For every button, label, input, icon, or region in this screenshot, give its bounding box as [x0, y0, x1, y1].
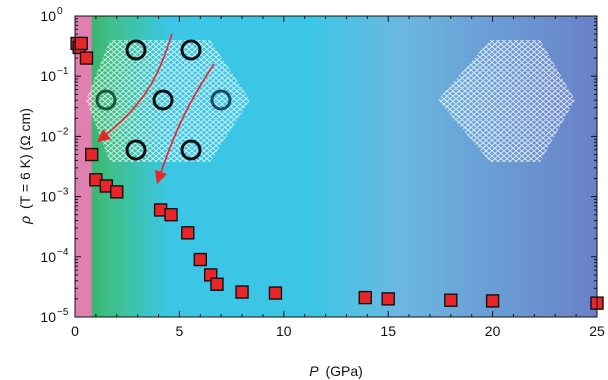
- y-axis-rest: (T = 6 K) (Ω cm): [17, 108, 33, 209]
- arrow-icon: [154, 63, 215, 185]
- y-tick-label: 10: [40, 8, 56, 24]
- x-tick-label: 15: [380, 323, 396, 339]
- molecule-icon: [125, 139, 147, 161]
- y-tick-label: 10: [40, 309, 56, 325]
- arrow-icon: [96, 33, 173, 142]
- molecule-icon: [95, 89, 117, 111]
- molecule-icon: [152, 89, 174, 111]
- y-tick-exponent: −4: [57, 247, 69, 258]
- x-axis-label: P (GPa): [309, 363, 363, 379]
- data-point: [444, 293, 458, 307]
- lattice-hexagon-right: [438, 40, 575, 162]
- data-point: [485, 294, 500, 308]
- molecule-icon: [125, 39, 147, 61]
- y-axis-label: ρ (T = 6 K) (Ω cm): [17, 108, 33, 225]
- data-point: [210, 277, 224, 291]
- pink-region: [75, 16, 92, 317]
- molecule-icon: [180, 139, 202, 161]
- data-point: [181, 226, 195, 240]
- molecule-icons: [95, 39, 232, 161]
- y-tick-exponent: −2: [57, 126, 69, 137]
- data-point: [164, 208, 178, 222]
- y-tick-exponent: −3: [57, 187, 69, 198]
- data-point: [85, 147, 99, 162]
- y-tick-exponent: −1: [57, 66, 69, 77]
- data-point: [74, 36, 88, 51]
- data-point: [79, 51, 94, 65]
- x-tick-label: 10: [276, 323, 292, 339]
- y-tick-label: 10: [40, 128, 56, 144]
- y-tick-label: 10: [40, 189, 56, 205]
- y-tick-exponent: 0: [57, 6, 63, 17]
- y-axis-var: ρ: [17, 216, 33, 225]
- data-point: [381, 292, 395, 306]
- data-point: [235, 285, 249, 299]
- x-tick-label: 25: [589, 323, 605, 339]
- data-point: [358, 290, 372, 305]
- x-tick-label: 20: [485, 323, 501, 339]
- data-markers: [70, 36, 604, 310]
- molecule-icon: [210, 89, 232, 111]
- data-point: [268, 286, 283, 300]
- plot-frame: [74, 15, 598, 318]
- x-tick-label: 5: [176, 323, 184, 339]
- x-axis-unit: (GPa): [325, 363, 362, 379]
- x-tick-labels: 0 5 10 15 20 25: [71, 323, 605, 339]
- x-axis-var: P: [309, 363, 319, 379]
- molecule-icon: [180, 39, 202, 61]
- y-tick-exponent: −5: [57, 307, 69, 318]
- data-point: [110, 185, 124, 199]
- data-point: [193, 252, 207, 267]
- crystal-structure-illustrations: [86, 33, 575, 185]
- pressure-arrows: [96, 33, 215, 185]
- y-tick-label: 10: [40, 249, 56, 265]
- y-tick-label: 10: [40, 68, 56, 84]
- x-tick-label: 0: [71, 323, 79, 339]
